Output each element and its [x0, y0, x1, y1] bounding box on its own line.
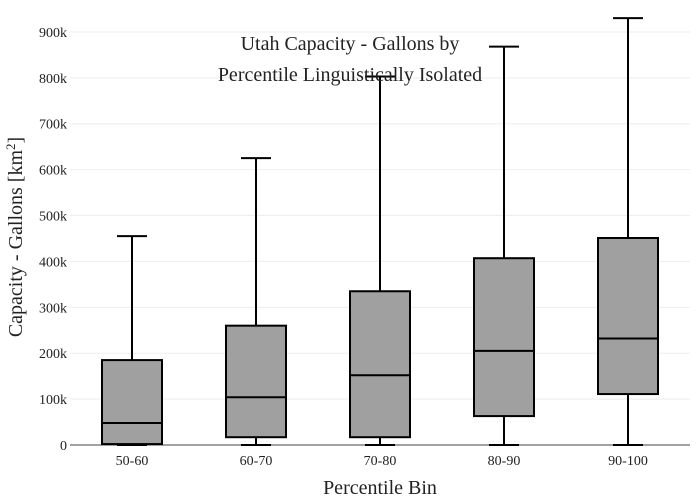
- x-axis-ticks: 50-60 60-70 70-80 80-90 90-100: [116, 454, 648, 469]
- x-axis-title: Percentile Bin: [323, 477, 437, 499]
- x-tick-label: 70-80: [364, 454, 397, 469]
- boxes-layer: [101, 17, 659, 446]
- iqr-box: [597, 237, 659, 396]
- y-axis-title-main: Capacity - Gallons [km: [5, 150, 27, 338]
- y-tick-label: 0: [60, 439, 67, 454]
- iqr-box: [225, 324, 287, 439]
- box-90-100: [597, 17, 659, 446]
- y-axis-ticks: 0 100k 200k 300k 400k 500k 600k 700k 800k 900k: [39, 26, 67, 454]
- y-axis-title-end: ]: [5, 137, 27, 144]
- y-tick-label: 100k: [39, 393, 67, 408]
- iqr-box: [101, 359, 163, 446]
- y-tick-label: 300k: [39, 301, 67, 316]
- y-tick-label: 200k: [39, 347, 67, 362]
- box-60-70: [225, 157, 287, 446]
- y-axis-title-sup: 2: [3, 143, 18, 150]
- y-tick-label: 900k: [39, 26, 67, 41]
- y-tick-label: 700k: [39, 118, 67, 133]
- box-80-90: [473, 45, 535, 446]
- y-tick-label: 600k: [39, 164, 67, 179]
- x-tick-label: 90-100: [608, 454, 648, 469]
- iqr-box: [473, 257, 535, 418]
- y-tick-label: 400k: [39, 255, 67, 270]
- box-70-80: [349, 75, 411, 446]
- box-50-60: [101, 235, 163, 446]
- chart-title-line-2: Percentile Linguistically Isolated: [218, 64, 482, 86]
- chart-title-line-1: Utah Capacity - Gallons by: [241, 33, 460, 55]
- y-axis-title: Capacity - Gallons [km2]: [3, 137, 27, 337]
- iqr-box: [349, 290, 411, 439]
- x-tick-label: 50-60: [116, 454, 149, 469]
- y-tick-label: 800k: [39, 72, 67, 87]
- x-tick-label: 60-70: [240, 454, 273, 469]
- y-tick-label: 500k: [39, 210, 67, 225]
- x-tick-label: 80-90: [488, 454, 521, 469]
